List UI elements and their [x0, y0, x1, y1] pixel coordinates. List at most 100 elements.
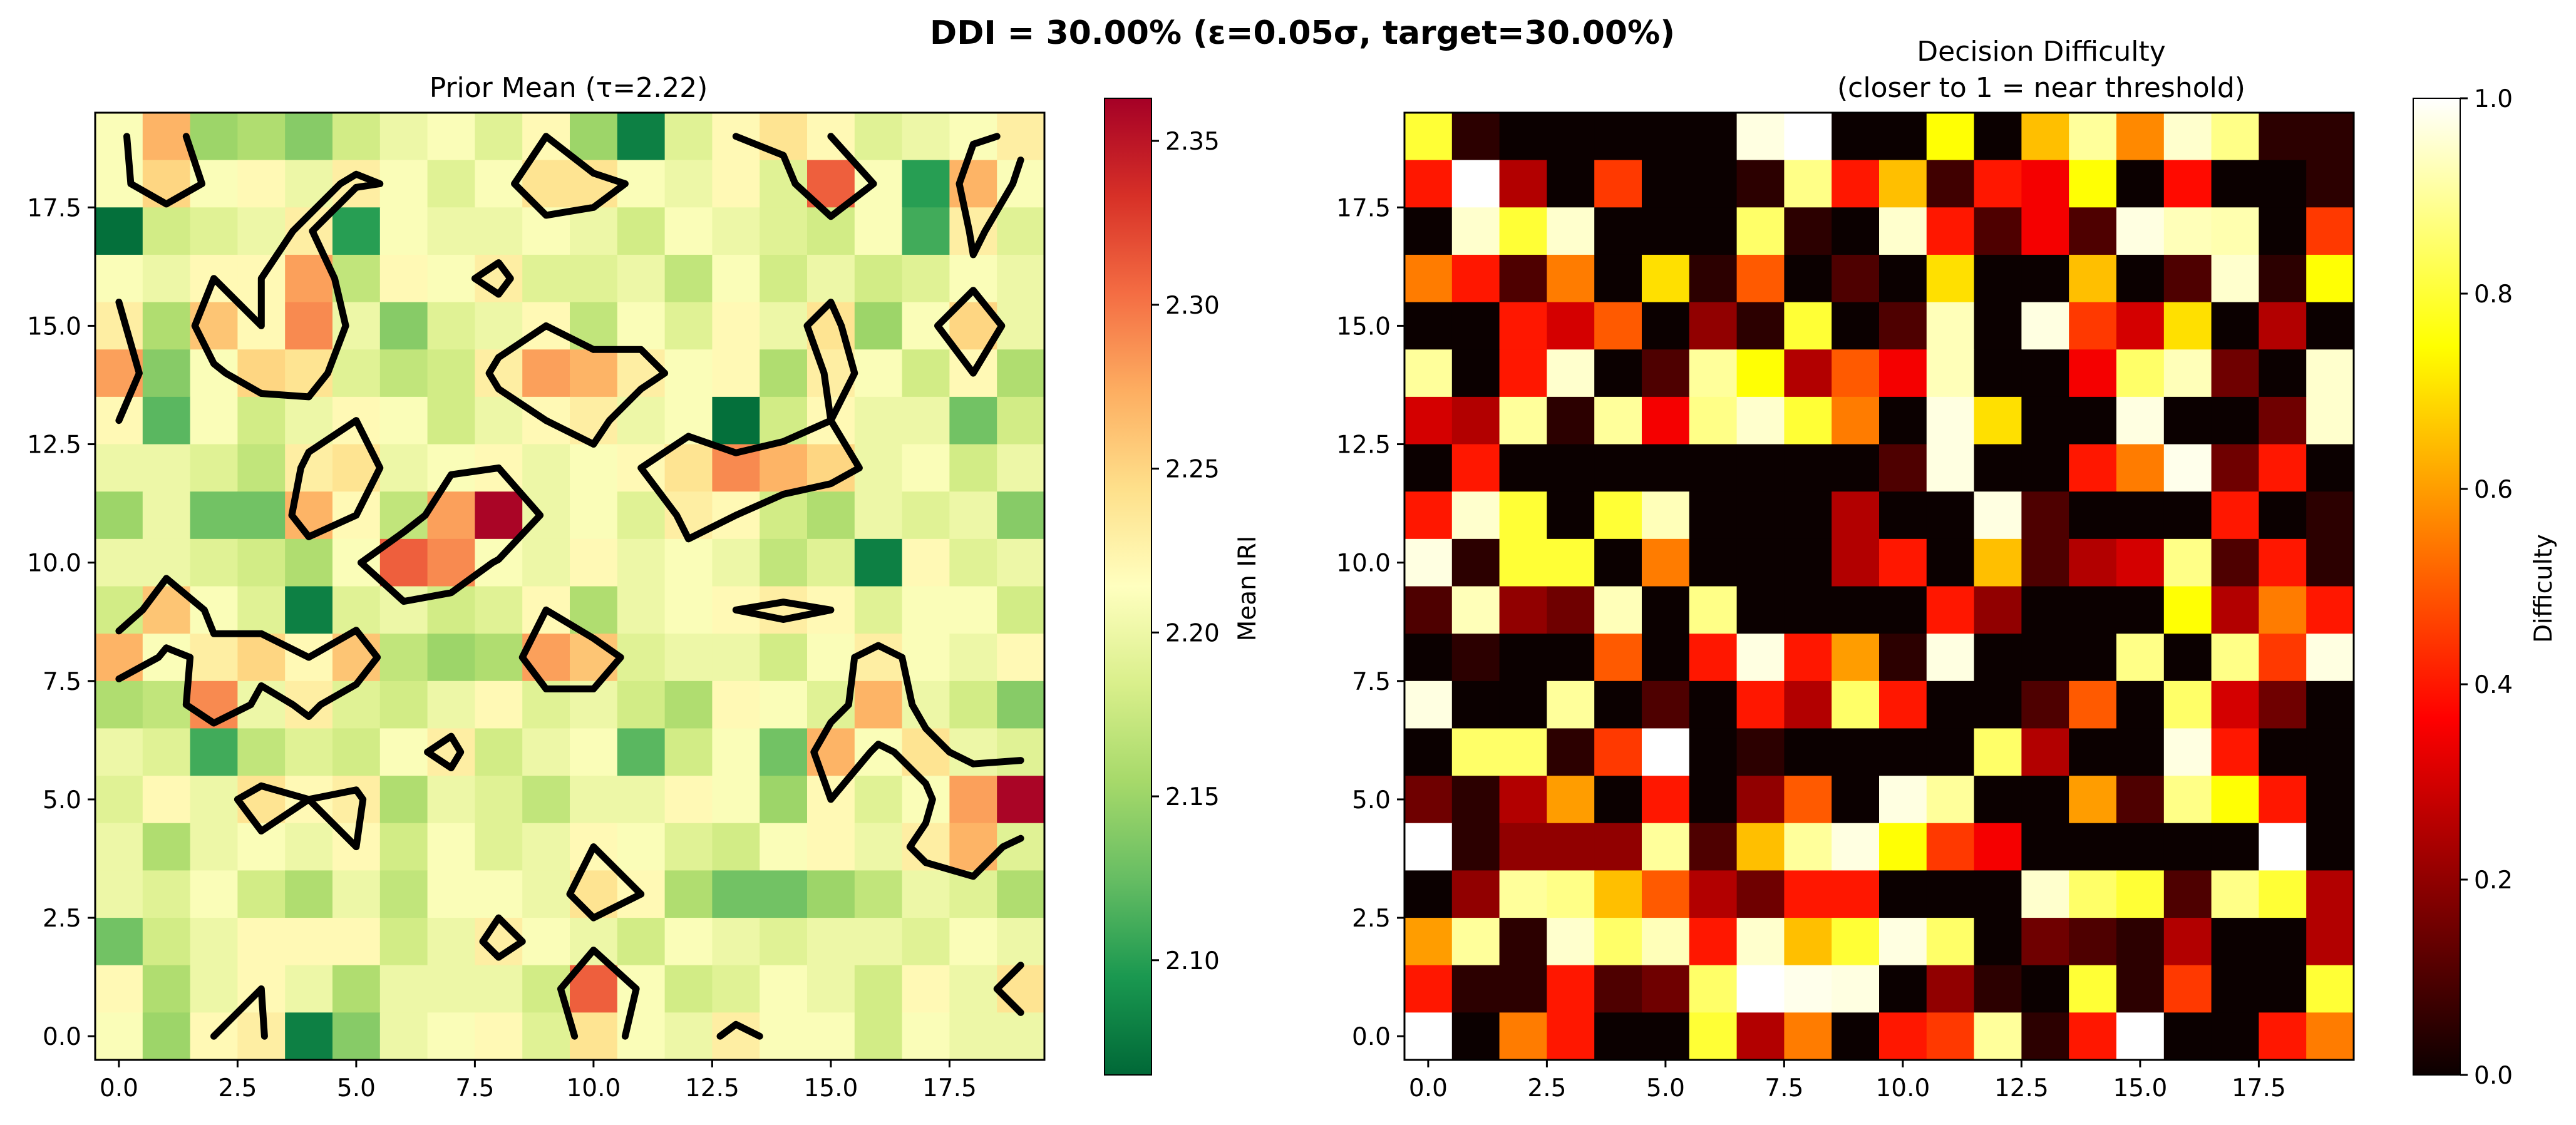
heatmap-cell — [1499, 870, 1547, 918]
heatmap-cell — [2021, 254, 2069, 303]
heatmap-cell — [1594, 918, 1642, 966]
heatmap-cell — [664, 207, 713, 255]
heatmap-cell — [2116, 634, 2165, 682]
heatmap-cell — [1594, 491, 1642, 540]
heatmap-cell — [2211, 444, 2259, 492]
heatmap-cell — [1404, 207, 1453, 255]
heatmap-cell — [712, 160, 760, 208]
heatmap-cell — [1451, 396, 1500, 445]
heatmap-cell — [142, 1012, 191, 1061]
heatmap-cell — [2021, 776, 2069, 824]
heatmap-cell — [1499, 444, 1547, 492]
heatmap-cell — [664, 113, 713, 161]
heatmap-cell — [1879, 870, 1927, 918]
heatmap-cell — [2259, 965, 2307, 1013]
heatmap-cell — [2259, 823, 2307, 871]
heatmap-cell — [1547, 728, 1595, 776]
heatmap-cell — [1547, 634, 1595, 682]
heatmap-cell — [997, 728, 1045, 776]
heatmap-cell — [1926, 870, 1975, 918]
heatmap-cell — [2259, 302, 2307, 350]
heatmap-cell — [142, 160, 191, 208]
heatmap-cell — [1784, 491, 1832, 540]
heatmap-cell — [1926, 538, 1975, 587]
heatmap-cell — [2069, 634, 2117, 682]
heatmap-cell — [1642, 491, 1690, 540]
heatmap-cell — [1499, 113, 1547, 161]
heatmap-cell — [1974, 965, 2022, 1013]
prior-mean-plot-frame — [94, 111, 1046, 1061]
heatmap-cell — [760, 728, 808, 776]
heatmap-cell — [1736, 254, 1785, 303]
heatmap-cell — [285, 728, 333, 776]
heatmap-cell — [1832, 254, 1880, 303]
heatmap-cell — [1642, 113, 1690, 161]
heatmap-cell — [1547, 1012, 1595, 1061]
heatmap-cell — [1832, 823, 1880, 871]
heatmap-cell — [1499, 349, 1547, 398]
heatmap-cell — [2259, 349, 2307, 398]
heatmap-cell — [2259, 396, 2307, 445]
heatmap-cell — [2211, 728, 2259, 776]
heatmap-cell — [997, 1012, 1045, 1061]
heatmap-cell — [1451, 113, 1500, 161]
heatmap-cell — [1594, 1012, 1642, 1061]
heatmap-cell — [1404, 728, 1453, 776]
heatmap-cell — [190, 207, 238, 255]
heatmap-cell — [1499, 302, 1547, 350]
heatmap-cell — [2116, 491, 2165, 540]
heatmap-cell — [1642, 870, 1690, 918]
heatmap-cell — [1879, 160, 1927, 208]
heatmap-cell — [2163, 823, 2212, 871]
heatmap-cell — [760, 1012, 808, 1061]
heatmap-cell — [2116, 586, 2165, 634]
heatmap-cell — [2021, 538, 2069, 587]
heatmap-cell — [664, 302, 713, 350]
heatmap-cell — [1451, 1012, 1500, 1061]
heatmap-cell — [285, 396, 333, 445]
heatmap-cell — [949, 396, 997, 445]
heatmap-cell — [760, 586, 808, 634]
heatmap-cell — [2306, 1012, 2354, 1061]
heatmap-cell — [1451, 349, 1500, 398]
heatmap-cell — [2069, 870, 2117, 918]
heatmap-cell — [2021, 396, 2069, 445]
heatmap-cell — [237, 870, 286, 918]
heatmap-cell — [1974, 160, 2022, 208]
heatmap-cell — [1832, 160, 1880, 208]
heatmap-cell — [902, 349, 950, 398]
y-tick-label: 0.0 — [43, 1023, 81, 1051]
x-tick-label: 15.0 — [2113, 1074, 2167, 1102]
heatmap-cell — [854, 302, 903, 350]
heatmap-cell — [190, 776, 238, 824]
heatmap-cell — [379, 160, 428, 208]
heatmap-cell — [427, 965, 475, 1013]
heatmap-cell — [1499, 1012, 1547, 1061]
heatmap-cell — [712, 965, 760, 1013]
heatmap-cell — [760, 776, 808, 824]
prior-mean-heatmap — [95, 113, 1045, 1061]
heatmap-cell — [1404, 349, 1453, 398]
heatmap-cell — [379, 965, 428, 1013]
heatmap-cell — [427, 349, 475, 398]
heatmap-cell — [854, 349, 903, 398]
heatmap-cell — [1926, 207, 1975, 255]
heatmap-cell — [379, 728, 428, 776]
heatmap-cell — [285, 302, 333, 350]
heatmap-cell — [807, 1012, 855, 1061]
heatmap-cell — [522, 444, 570, 492]
threshold-contours — [115, 133, 1024, 1040]
heatmap-cell — [760, 254, 808, 303]
heatmap-cell — [522, 1012, 570, 1061]
heatmap-cell — [1926, 302, 1975, 350]
heatmap-cell — [997, 634, 1045, 682]
heatmap-cell — [2069, 918, 2117, 966]
heatmap-cell — [949, 681, 997, 729]
heatmap-cell — [2069, 302, 2117, 350]
heatmap-cell — [617, 681, 666, 729]
heatmap-cell — [427, 918, 475, 966]
x-tick-label: 0.0 — [1409, 1074, 1448, 1102]
heatmap-cell — [664, 728, 713, 776]
heatmap-cell — [1451, 491, 1500, 540]
heatmap-cell — [475, 870, 523, 918]
